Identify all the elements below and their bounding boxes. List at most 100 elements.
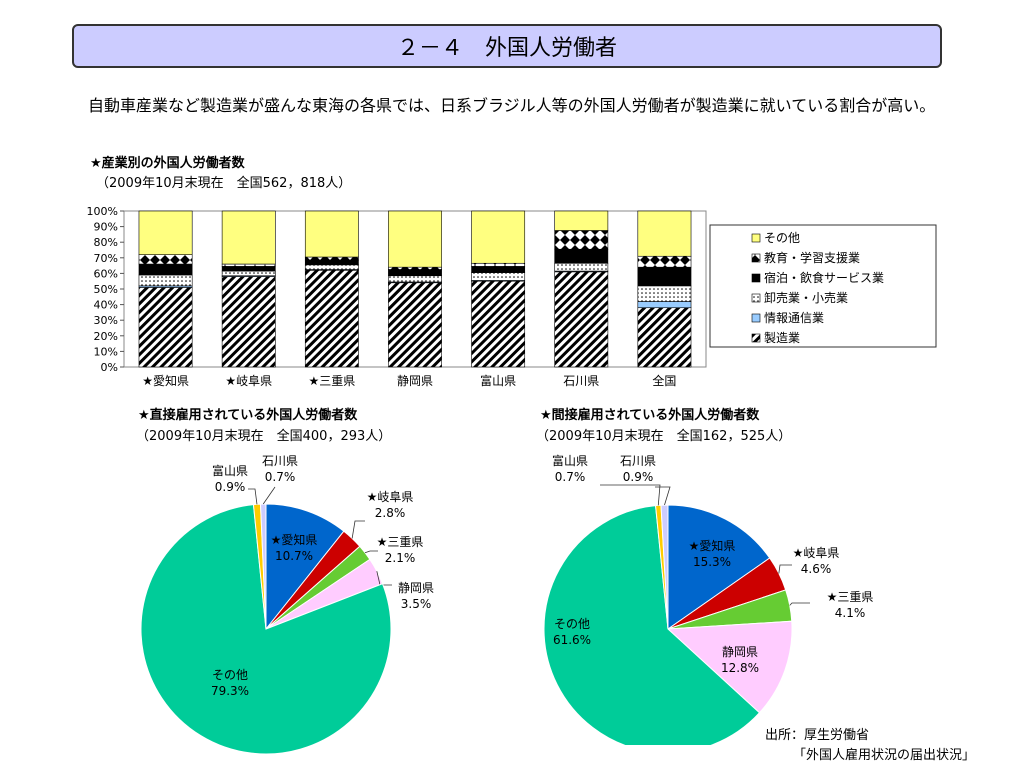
bar-segment <box>637 301 692 309</box>
slice-value: 0.9% <box>215 480 246 494</box>
bar-segment <box>471 262 526 267</box>
y-tick-label: 0% <box>101 361 118 374</box>
x-category-label: ★岐阜県 <box>225 374 272 388</box>
bar-segment <box>304 210 359 258</box>
bar-segment <box>554 262 609 272</box>
slice-label: ★岐阜県 <box>367 490 414 504</box>
y-tick-label: 90% <box>94 221 118 234</box>
direct-employment-pie: ★愛知県 10.7% ★岐阜県 2.8% ★三重県 2.1% 静岡県 3.5% その他 79.3%… <box>140 454 434 755</box>
slice-value: 4.6% <box>801 562 832 576</box>
source-line-1: 出所：厚生労働省 <box>765 728 870 743</box>
slice-value: 10.7% <box>275 549 313 563</box>
slice-label: ★三重県 <box>827 590 874 604</box>
slice-label: 石川県 <box>262 454 298 468</box>
bar-segment <box>388 269 442 277</box>
bar-segment <box>388 266 442 270</box>
slice-value: 0.7% <box>555 470 586 484</box>
bar-segment <box>388 275 442 283</box>
indirect-pie-subtitle: （2009年10月末現在 全国162，525人） <box>536 429 792 444</box>
pie-slice <box>666 620 793 714</box>
leader-line <box>600 484 661 506</box>
bar-segment <box>554 248 609 264</box>
legend-swatch <box>751 233 761 243</box>
slice-label: 静岡県 <box>398 581 434 595</box>
slice-value: 2.1% <box>385 551 416 565</box>
slice-label: 静岡県 <box>722 645 758 659</box>
slice-label: ★三重県 <box>377 535 424 549</box>
intro-text: 自動車産業など製造業が盛んな東海の各県では、日系ブラジル人等の外国人労働者が製造… <box>88 96 936 115</box>
bar-segment <box>471 210 526 264</box>
y-tick-label: 60% <box>94 267 118 280</box>
bar-segment <box>304 264 359 270</box>
legend-label: 情報通信業 <box>764 311 824 325</box>
y-tick-label: 40% <box>94 299 118 312</box>
pie-slice <box>259 503 267 630</box>
slice-label: 富山県 <box>212 463 248 478</box>
legend-swatch <box>751 293 761 303</box>
pie-slice <box>265 503 345 631</box>
bar-segment <box>304 256 359 261</box>
source-line-2: 「外国人雇用状況の届出状況」 <box>793 748 976 763</box>
slice-value: 0.7% <box>265 470 296 484</box>
direct-pie-title: ★直接雇用されている外国人労働者数 <box>138 408 358 423</box>
x-category-label: ★愛知県 <box>142 374 189 388</box>
leader-line <box>351 520 365 539</box>
legend-label: 宿泊・飲食サービス業 <box>764 270 884 285</box>
bar-segment <box>554 230 609 250</box>
y-tick-label: 100% <box>87 205 118 218</box>
x-category-label: 富山県 <box>480 373 516 388</box>
legend-label: 製造業 <box>764 331 800 345</box>
bar-segment <box>304 269 359 368</box>
bar-segment <box>554 210 609 231</box>
bar-segment <box>637 307 692 368</box>
bar-segment <box>388 210 442 268</box>
slice-value: 2.8% <box>375 506 406 520</box>
x-category-label: 静岡県 <box>397 374 433 388</box>
bar-segment <box>138 263 193 276</box>
bar-segment <box>221 210 276 265</box>
slice-label: ★愛知県 <box>689 539 736 553</box>
leader-line <box>248 488 258 505</box>
y-tick-label: 30% <box>94 314 118 327</box>
slice-value: 61.6% <box>553 633 591 647</box>
bar-segment <box>554 271 609 368</box>
bar-segment <box>221 276 276 368</box>
bar-segment <box>471 272 526 281</box>
slice-label: ★愛知県 <box>271 533 318 547</box>
bar-segment <box>637 285 692 302</box>
leader-line <box>789 602 810 606</box>
y-tick-label: 80% <box>94 236 118 249</box>
bar-segment <box>637 266 692 287</box>
indirect-employment-pie: ★愛知県 15.3% ★岐阜県 4.6% ★三重県 4.1% 静岡県 12.8% その他 61.6… <box>543 453 874 745</box>
stacked-bar-chart: 0% 10% 20% 30% 40% 50% 60% 70% 80% 90% 100% ★愛知県 ★岐阜… <box>87 205 937 388</box>
bar-segment <box>138 287 193 368</box>
legend-swatch <box>751 253 761 263</box>
bar-segment <box>471 266 526 273</box>
leader-line <box>778 564 792 574</box>
y-tick-label: 70% <box>94 252 118 265</box>
legend-label: 卸売業・小売業 <box>764 290 848 305</box>
slice-label: その他 <box>212 668 248 682</box>
x-category-label: 全国 <box>652 373 676 388</box>
page-title: ２－４ 外国人労働者 <box>72 24 942 68</box>
slice-label: ★岐阜県 <box>793 546 840 560</box>
source-note: 出所：厚生労働省 「外国人雇用状況の届出状況」 <box>765 726 975 766</box>
indirect-pie-title: ★間接雇用されている外国人労働者数 <box>540 408 760 423</box>
bar-segment <box>221 266 276 272</box>
bar-segment <box>388 282 442 368</box>
legend-swatch <box>751 313 761 323</box>
legend-swatch <box>751 333 761 343</box>
y-tick-label: 50% <box>94 283 118 296</box>
legend-label: その他 <box>764 231 800 245</box>
slice-value: 0.9% <box>623 470 654 484</box>
direct-pie-subtitle: （2009年10月末現在 全国400，293人） <box>136 429 392 444</box>
leader-line <box>262 486 276 505</box>
bar-segment <box>637 210 692 257</box>
bar-chart-title: ★産業別の外国人労働者数 <box>90 156 245 171</box>
slice-label: その他 <box>554 617 590 631</box>
slice-value: 12.8% <box>721 661 759 675</box>
slice-label: 富山県 <box>552 453 588 468</box>
slice-value: 79.3% <box>211 684 249 698</box>
bar-segment <box>471 280 526 368</box>
